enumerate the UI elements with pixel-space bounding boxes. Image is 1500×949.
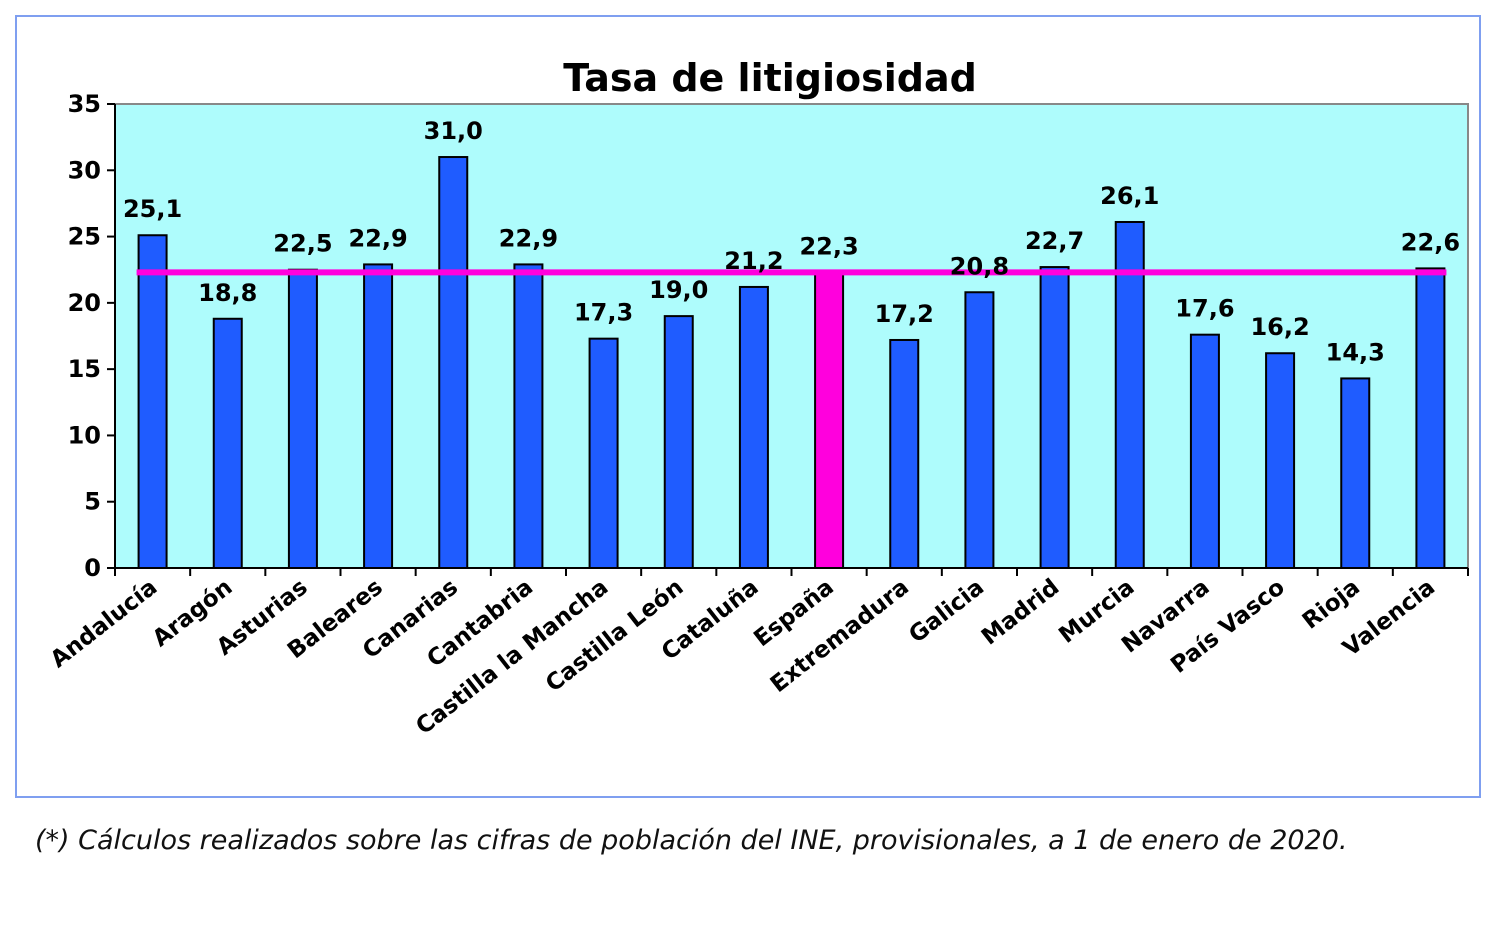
x-tick-label: Rioja [1298, 574, 1365, 634]
bar [137, 234, 168, 569]
data-label: 17,6 [1175, 295, 1234, 323]
x-tick-label: Andalucía [46, 574, 162, 673]
y-tick-label: 10 [68, 421, 101, 449]
bar [889, 338, 920, 569]
bar-chart: Tasa de litigiosidad 0 5 10 15 20 25 30 35 25,1 1… [46, 56, 1469, 740]
x-tick-label: Extremadura [766, 574, 914, 698]
bar [964, 291, 995, 569]
bar [1415, 267, 1446, 569]
data-label: 22,9 [348, 224, 407, 252]
plot-area: 0 5 10 15 20 25 30 35 25,1 18,8 22,5 22,9 31,0 22,9 17… [46, 90, 1469, 740]
y-tick-label: 20 [68, 289, 101, 317]
chart-title: Tasa de litigiosidad [563, 56, 977, 100]
bar [363, 263, 394, 569]
data-label: 31,0 [424, 117, 483, 145]
chart-frame: Tasa de litigiosidad 0 5 10 15 20 25 30 35 25,1 1… [15, 15, 1481, 798]
bar [438, 156, 469, 569]
data-label: 19,0 [649, 276, 708, 304]
data-label: 26,1 [1100, 182, 1159, 210]
data-label: 16,2 [1250, 313, 1309, 341]
footnote: (*) Cálculos realizados sobre las cifras… [35, 825, 1348, 856]
bar [287, 268, 318, 569]
y-tick-label: 25 [68, 223, 101, 251]
y-tick-label: 35 [68, 90, 101, 118]
x-tick-label: Galicia [904, 574, 989, 648]
bar [663, 315, 694, 569]
bar [1189, 333, 1220, 569]
data-label: 22,5 [273, 230, 332, 258]
data-label: 22,9 [499, 224, 558, 252]
data-label: 25,1 [123, 195, 182, 223]
x-tick-label: Castilla León [541, 574, 688, 697]
data-label: 17,3 [574, 299, 633, 327]
bar [738, 285, 769, 569]
bar [1039, 266, 1070, 569]
bar-highlight [814, 271, 845, 569]
data-label: 14,3 [1326, 338, 1385, 366]
bar [212, 317, 243, 569]
bar [1340, 377, 1371, 569]
data-label: 22,3 [799, 232, 858, 260]
x-tick-label: Madrid [977, 574, 1064, 650]
bar [513, 263, 544, 569]
data-label: 17,2 [875, 300, 934, 328]
bar [1265, 352, 1296, 569]
bar [588, 337, 619, 569]
data-label: 20,8 [950, 252, 1009, 280]
y-tick-label: 0 [84, 554, 101, 582]
data-label: 21,2 [724, 247, 783, 275]
y-tick-label: 15 [68, 355, 101, 383]
y-tick-label: 5 [84, 488, 101, 516]
plot-background [114, 103, 1469, 569]
bar [1114, 220, 1145, 569]
data-label: 22,6 [1401, 228, 1460, 256]
y-tick-label: 30 [68, 156, 101, 184]
data-label: 18,8 [198, 279, 257, 307]
data-label: 22,7 [1025, 227, 1084, 255]
